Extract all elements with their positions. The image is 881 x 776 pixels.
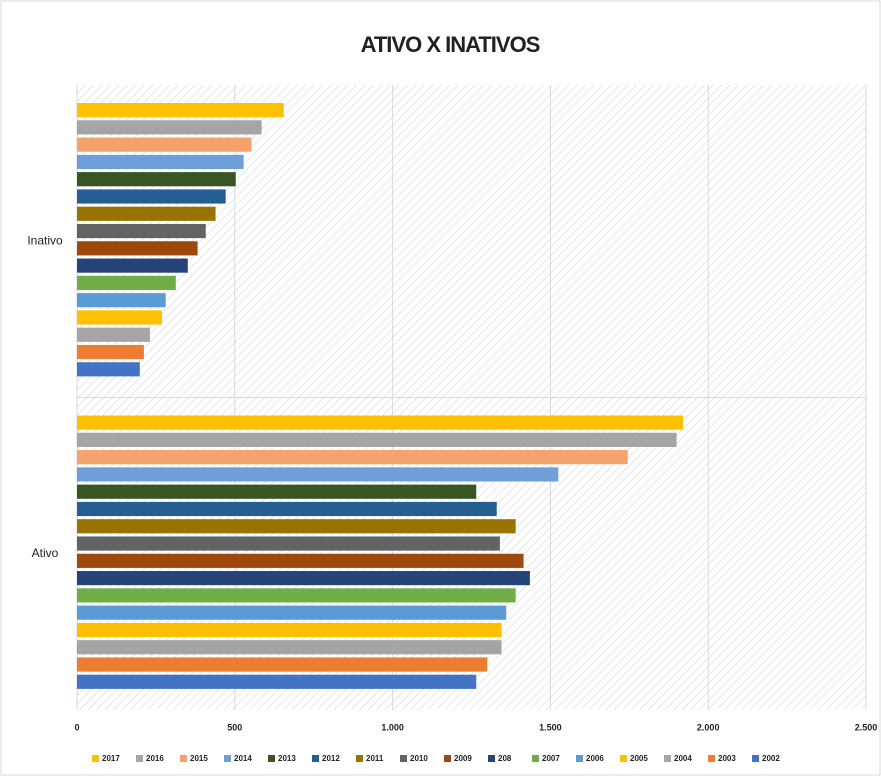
- x-tick-label: 0: [74, 722, 79, 732]
- bar: [77, 674, 477, 689]
- bar: [77, 293, 166, 308]
- legend-label: 2016: [146, 754, 164, 763]
- bar: [77, 362, 140, 377]
- x-tick-label: 500: [227, 722, 242, 732]
- bar: [77, 657, 488, 672]
- x-tick-label: 2.000: [697, 722, 720, 732]
- legend-label: 2017: [102, 754, 120, 763]
- bar: [77, 275, 176, 290]
- legend-label: 2011: [366, 754, 384, 763]
- legend-swatch: [356, 755, 363, 762]
- legend-label: 2004: [674, 754, 692, 763]
- legend-label: 2010: [410, 754, 428, 763]
- legend-swatch: [620, 755, 627, 762]
- legend-swatch: [224, 755, 231, 762]
- x-tick-label: 2.500: [855, 722, 878, 732]
- legend-label: 2014: [234, 754, 252, 763]
- x-tick-label: 1.000: [381, 722, 404, 732]
- bar: [77, 501, 497, 517]
- chart-title: ATIVO X INATIVOS: [361, 32, 540, 57]
- legend-label: 2007: [542, 754, 560, 763]
- legend-label: 2013: [278, 754, 296, 763]
- legend-swatch: [444, 755, 451, 762]
- bar: [77, 103, 284, 118]
- bar: [77, 588, 516, 603]
- bar: [77, 223, 206, 239]
- legend-label: 2009: [454, 754, 472, 763]
- bar: [77, 605, 507, 620]
- legend-swatch: [752, 755, 759, 762]
- bar: [77, 120, 262, 135]
- bar: [77, 432, 677, 447]
- legend-label: 208: [498, 754, 512, 763]
- bar: [77, 484, 477, 499]
- bar: [77, 172, 236, 187]
- bar: [77, 241, 198, 256]
- legend-swatch: [400, 755, 407, 762]
- bar: [77, 137, 252, 152]
- legend-swatch: [576, 755, 583, 762]
- bar: [77, 519, 516, 534]
- x-tick-label: 1.500: [539, 722, 562, 732]
- bar: [77, 553, 524, 568]
- y-tick-label: Inativo: [27, 233, 63, 247]
- legend-swatch: [92, 755, 99, 762]
- bar: [77, 415, 683, 430]
- bar: [77, 189, 226, 204]
- legend-swatch: [488, 755, 495, 762]
- bar: [77, 536, 500, 551]
- y-tick-label: Ativo: [32, 546, 59, 560]
- legend-swatch: [664, 755, 671, 762]
- bar: [77, 467, 559, 482]
- legend-label: 2012: [322, 754, 340, 763]
- legend-swatch: [268, 755, 275, 762]
- bar: [77, 258, 188, 273]
- bar: [77, 571, 530, 586]
- bar: [77, 640, 502, 655]
- bar: [77, 622, 502, 638]
- bar: [77, 327, 150, 342]
- legend-label: 2015: [190, 754, 208, 763]
- legend-swatch: [532, 755, 539, 762]
- bar: [77, 206, 216, 221]
- legend-label: 2002: [762, 754, 780, 763]
- legend-label: 2003: [718, 754, 736, 763]
- bar: [77, 344, 144, 360]
- legend-swatch: [708, 755, 715, 762]
- bar: [77, 154, 244, 170]
- legend-swatch: [312, 755, 319, 762]
- legend-label: 2006: [586, 754, 604, 763]
- bar: [77, 450, 628, 465]
- legend-swatch: [180, 755, 187, 762]
- bar: [77, 310, 162, 325]
- legend-label: 2005: [630, 754, 648, 763]
- legend-swatch: [136, 755, 143, 762]
